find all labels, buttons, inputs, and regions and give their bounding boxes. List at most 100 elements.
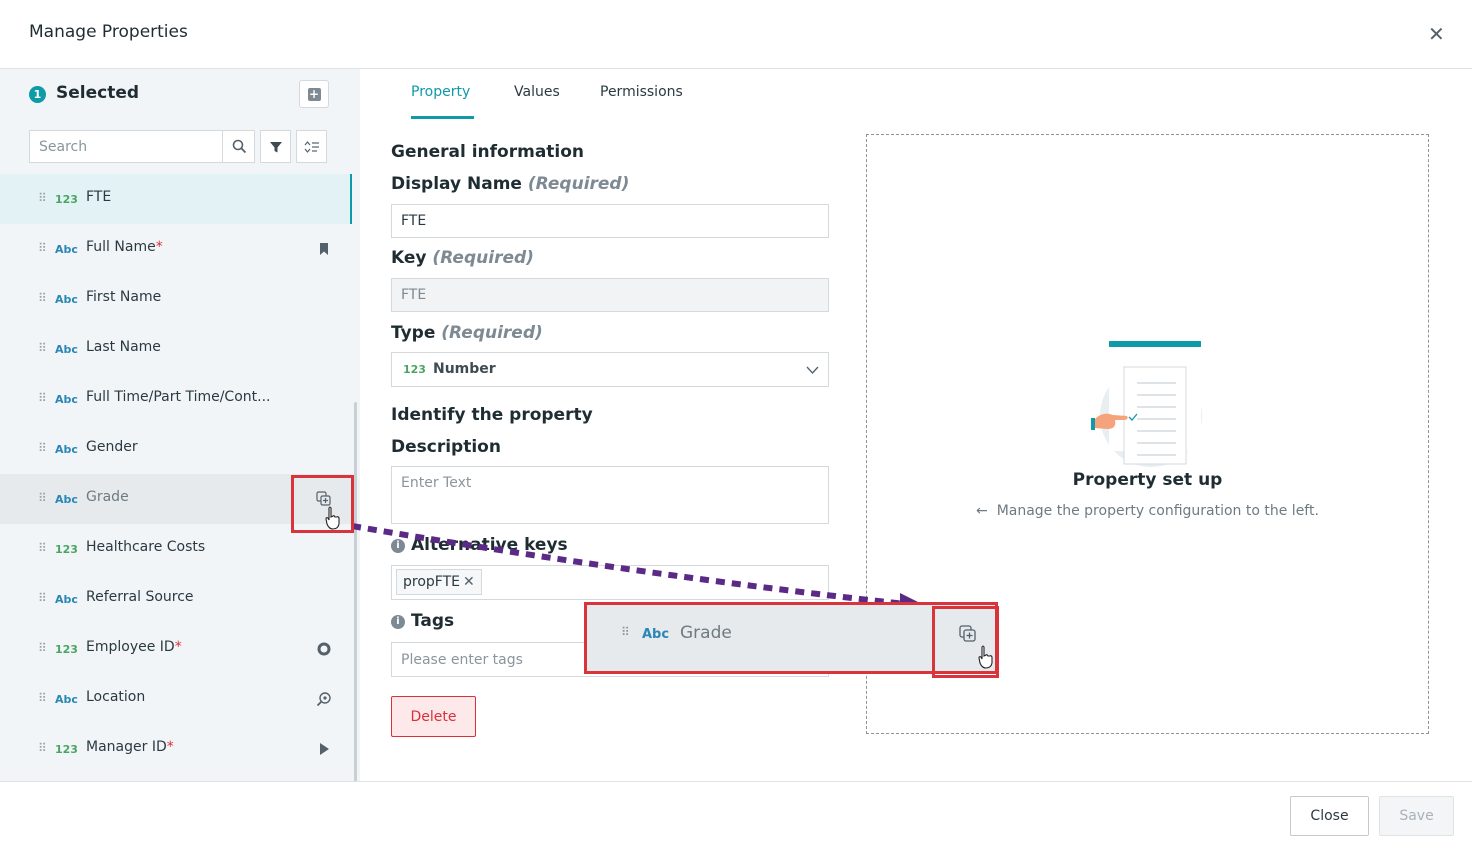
property-list-item[interactable]: ⠿ Abc Last Name — [0, 324, 352, 374]
general-information-heading: General information — [391, 142, 585, 162]
drag-handle-icon[interactable]: ⠿ — [38, 491, 47, 505]
text-type-icon: Abc — [55, 693, 78, 706]
tab-permissions[interactable]: Permissions — [600, 84, 683, 100]
property-name-text: Last Name — [86, 339, 161, 355]
property-list-item[interactable]: ⠿ 123 Healthcare Costs — [0, 524, 352, 574]
type-select[interactable]: 123 Number — [391, 352, 829, 387]
text-type-icon: Abc — [642, 627, 670, 642]
text-type-icon: Abc — [55, 443, 78, 456]
property-setup-subtitle: ← Manage the property configuration to t… — [867, 503, 1428, 519]
display-name-input[interactable] — [392, 205, 828, 237]
property-name-text: First Name — [86, 289, 162, 305]
play-icon[interactable] — [316, 741, 332, 757]
delete-button[interactable]: Delete — [391, 696, 476, 737]
property-list-item[interactable]: ⠿ Abc Location — [0, 674, 352, 724]
property-name-text: Gender — [86, 439, 138, 455]
tags-label-text: Tags — [411, 611, 455, 631]
drag-handle-icon[interactable]: ⠿ — [38, 591, 47, 605]
property-setup-panel: Property set up ← Manage the property co… — [866, 134, 1429, 734]
tags-label: i Tags — [391, 611, 454, 631]
description-textarea[interactable] — [392, 467, 828, 523]
drag-handle-icon[interactable]: ⠿ — [38, 541, 47, 555]
save-button[interactable]: Save — [1379, 796, 1454, 836]
info-icon: i — [391, 615, 405, 629]
property-name-text: Manager ID — [86, 739, 167, 755]
drag-handle-icon[interactable]: ⠿ — [38, 341, 47, 355]
number-type-icon: 123 — [55, 643, 78, 656]
dialog-title: Manage Properties — [29, 22, 188, 42]
property-list-item[interactable]: ⠿ Abc Gender — [0, 424, 352, 474]
property-name-text: Full Time/Part Time/Cont... — [86, 389, 271, 405]
sort-options-button[interactable] — [296, 130, 327, 163]
property-setup-title: Property set up — [1072, 470, 1223, 490]
drag-handle-icon[interactable]: ⠿ — [38, 241, 47, 255]
drag-handle-icon[interactable]: ⠿ — [38, 691, 47, 705]
property-list-item[interactable]: ⠿ Abc Referral Source — [0, 574, 352, 624]
add-property-button[interactable]: + — [299, 80, 329, 108]
property-list: ⠿ 123 FTE ⠿ Abc Full Name* ⠿ Abc First Name ⠿ Abc L… — [0, 174, 352, 774]
property-setup-illustration — [1091, 341, 1202, 467]
dialog-header: Manage Properties ✕ — [0, 0, 1472, 69]
alt-key-chip: propFTE ✕ — [396, 569, 482, 595]
arrow-left-icon: ← — [976, 503, 988, 519]
number-type-icon: 123 — [55, 543, 78, 556]
drag-handle-icon[interactable]: ⠿ — [38, 291, 47, 305]
number-type-icon: 123 — [55, 743, 78, 756]
identify-property-heading: Identify the property — [391, 405, 593, 425]
required-tag: (Required) — [527, 174, 630, 194]
property-name-text: Location — [86, 689, 146, 705]
duplicate-icon[interactable] — [316, 491, 332, 507]
required-marker: * — [166, 739, 174, 755]
type-label: Type (Required) — [391, 323, 543, 343]
drag-handle-icon[interactable]: ⠿ — [38, 191, 47, 205]
filter-button[interactable] — [260, 130, 291, 163]
property-list-item[interactable]: ⠿ 123 Employee ID* — [0, 624, 352, 674]
property-name: Location — [86, 689, 145, 705]
sort-list-icon — [304, 140, 319, 153]
search-location-icon[interactable] — [316, 691, 332, 707]
text-type-icon: Abc — [55, 293, 78, 306]
alternative-keys-label-text: Alternative keys — [411, 535, 568, 555]
dialog-footer: Close Save — [0, 781, 1472, 847]
drag-handle-icon[interactable]: ⠿ — [38, 441, 47, 455]
type-select-value: Number — [433, 361, 496, 377]
property-name-text: Employee ID — [86, 639, 175, 655]
drag-handle-icon[interactable]: ⠿ — [38, 741, 47, 755]
chevron-down-icon — [806, 366, 819, 374]
property-name: Referral Source — [86, 589, 194, 605]
property-list-item[interactable]: ⠿ Abc First Name — [0, 274, 352, 324]
drag-handle-icon[interactable]: ⠿ — [38, 641, 47, 655]
property-name: Full Name* — [86, 239, 163, 255]
property-name: Healthcare Costs — [86, 539, 205, 555]
search-box — [29, 130, 255, 163]
property-name-text: Full Name — [86, 239, 156, 255]
close-button[interactable]: Close — [1290, 796, 1369, 836]
plus-square-icon: + — [307, 86, 321, 101]
sidebar-scrollbar[interactable] — [354, 402, 357, 847]
type-label-text: Type — [391, 323, 436, 343]
text-type-icon: Abc — [55, 343, 78, 356]
property-list-item[interactable]: ⠿ Abc Full Name* — [0, 224, 352, 274]
circle-target-icon[interactable] — [316, 641, 332, 657]
remove-chip-icon[interactable]: ✕ — [463, 574, 475, 590]
property-list-item[interactable]: ⠿ Abc Full Time/Part Time/Cont... — [0, 374, 352, 424]
search-icon[interactable] — [222, 131, 255, 162]
property-name: FTE — [86, 189, 111, 205]
tab-property[interactable]: Property — [411, 84, 471, 100]
bookmark-icon[interactable] — [316, 241, 332, 257]
search-input[interactable] — [30, 131, 222, 162]
duplicate-icon[interactable] — [958, 624, 978, 644]
property-list-item[interactable]: ⠿ 123 Manager ID* — [0, 724, 352, 774]
property-name-text: Healthcare Costs — [86, 539, 206, 555]
property-setup-subtitle-text: Manage the property configuration to the… — [996, 503, 1319, 519]
close-icon[interactable]: ✕ — [1428, 22, 1445, 46]
property-list-item[interactable]: ⠿ 123 FTE — [0, 174, 352, 224]
property-name: Gender — [86, 439, 138, 455]
description-label: Description — [391, 437, 501, 457]
text-type-icon: Abc — [55, 243, 78, 256]
property-name: Last Name — [86, 339, 161, 355]
required-tag: (Required) — [441, 323, 543, 343]
text-type-icon: Abc — [55, 493, 78, 506]
tab-values[interactable]: Values — [514, 84, 560, 100]
drag-handle-icon[interactable]: ⠿ — [38, 391, 47, 405]
